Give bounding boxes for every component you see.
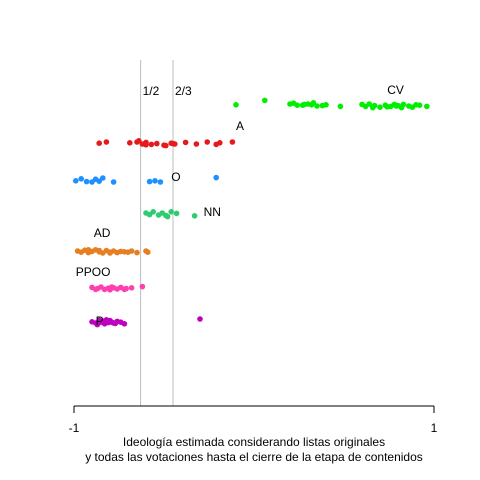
data-point-ad bbox=[145, 249, 151, 255]
data-point-o bbox=[89, 179, 95, 185]
data-point-p bbox=[121, 321, 128, 327]
group-label-nn: NN bbox=[204, 205, 221, 219]
data-point-ad bbox=[107, 250, 113, 256]
data-point-cv bbox=[424, 103, 430, 110]
group-label-o: O bbox=[171, 170, 180, 184]
data-point-a bbox=[103, 139, 110, 145]
x-tick-label-min: -1 bbox=[69, 421, 80, 435]
data-point-o bbox=[157, 179, 164, 185]
data-point-o bbox=[110, 179, 117, 185]
data-point-o bbox=[152, 178, 158, 184]
reference-lines: 1/2 2/3 bbox=[140, 60, 192, 406]
data-point-a bbox=[143, 142, 149, 148]
data-point-a bbox=[217, 140, 223, 146]
data-point-ad bbox=[128, 248, 135, 254]
data-point-nn bbox=[191, 213, 198, 219]
data-point-cv bbox=[409, 104, 416, 110]
data-point-nn bbox=[173, 210, 180, 217]
data-point-cv bbox=[314, 103, 320, 109]
data-point-o bbox=[96, 178, 102, 184]
data-point-cv bbox=[262, 97, 268, 104]
data-point-ppoo bbox=[128, 285, 135, 291]
data-point-p bbox=[197, 316, 203, 322]
data-point-ad bbox=[96, 247, 102, 254]
group-labels: CV A O NN AD PPOO P bbox=[76, 83, 404, 328]
data-point-cv bbox=[310, 100, 317, 106]
data-point-cv bbox=[393, 103, 400, 109]
points bbox=[73, 97, 430, 328]
data-point-a bbox=[204, 139, 210, 145]
data-point-cv bbox=[323, 102, 329, 108]
data-point-nn bbox=[146, 211, 153, 218]
data-point-a bbox=[154, 140, 160, 147]
data-point-o bbox=[146, 178, 153, 185]
data-point-ad bbox=[134, 249, 140, 256]
data-point-cv bbox=[337, 103, 344, 110]
group-label-a: A bbox=[236, 119, 244, 133]
data-point-a bbox=[182, 139, 189, 146]
data-point-cv bbox=[299, 102, 306, 108]
group-label-cv: CV bbox=[387, 83, 404, 97]
reference-line-label: 2/3 bbox=[175, 84, 192, 98]
data-point-p bbox=[103, 317, 110, 323]
data-point-nn bbox=[164, 213, 171, 220]
group-label-p: P bbox=[96, 314, 104, 328]
x-axis: -1 1 Ideología estimada considerando lis… bbox=[69, 405, 438, 464]
data-point-cv bbox=[366, 101, 373, 107]
x-tick-label-max: 1 bbox=[431, 421, 438, 435]
data-point-p bbox=[110, 320, 117, 326]
data-point-cv bbox=[398, 104, 405, 111]
data-point-cv bbox=[416, 102, 423, 108]
x-axis-label-line-1: Ideología estimada considerando listas o… bbox=[123, 435, 385, 449]
data-point-a bbox=[136, 138, 142, 144]
data-point-ppoo bbox=[139, 283, 146, 290]
group-label-ppoo: PPOO bbox=[76, 265, 111, 279]
data-point-a bbox=[96, 140, 102, 146]
data-point-nn bbox=[168, 209, 174, 215]
data-point-cv bbox=[377, 104, 383, 110]
data-point-a bbox=[163, 142, 169, 149]
group-label-ad: AD bbox=[94, 226, 111, 240]
data-point-ppoo bbox=[123, 285, 129, 292]
data-point-cv bbox=[371, 102, 378, 109]
data-point-ppoo bbox=[92, 286, 99, 293]
data-point-p bbox=[94, 321, 101, 328]
data-point-ppoo bbox=[109, 284, 115, 290]
data-point-a bbox=[127, 140, 133, 146]
reference-line-label: 1/2 bbox=[143, 84, 160, 98]
data-point-cv bbox=[359, 101, 365, 108]
data-point-cv bbox=[233, 102, 239, 108]
data-point-a bbox=[229, 139, 236, 145]
data-point-o bbox=[213, 174, 219, 181]
data-point-a bbox=[170, 140, 176, 147]
data-point-o bbox=[100, 175, 106, 181]
data-point-ad bbox=[85, 247, 92, 253]
data-point-o bbox=[73, 178, 79, 184]
data-point-cv bbox=[305, 101, 311, 107]
data-point-o bbox=[78, 176, 84, 182]
data-point-o bbox=[83, 178, 90, 185]
data-point-a bbox=[148, 141, 155, 148]
data-point-cv bbox=[384, 104, 391, 110]
data-point-cv bbox=[290, 100, 297, 106]
data-point-a bbox=[193, 141, 200, 147]
x-axis-label-line-2: y todas las votaciones hasta el cierre d… bbox=[85, 450, 423, 464]
